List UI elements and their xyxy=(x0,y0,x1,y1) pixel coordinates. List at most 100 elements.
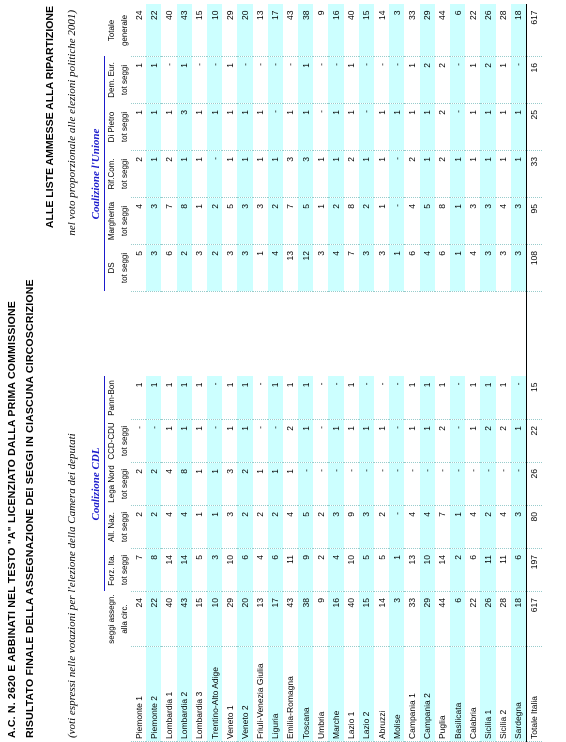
seat-count: 1 xyxy=(374,197,390,245)
seat-count: 18 xyxy=(510,4,527,57)
seat-count: 10 xyxy=(419,548,435,592)
seat-count: 2 xyxy=(237,505,253,549)
row-label: Umbria xyxy=(313,646,329,742)
seat-count: 2 xyxy=(480,419,496,463)
seat-count: 1 xyxy=(343,56,359,104)
seat-count: 12 xyxy=(298,244,314,292)
cell xyxy=(88,4,105,56)
seat-count: 1 xyxy=(419,103,435,151)
cell xyxy=(192,291,207,376)
data-row: Lazio 2 15 5 3-1-3 2 1- -15 xyxy=(358,4,374,742)
row-label: Piemonte 1 xyxy=(131,646,147,742)
seat-count: 1 xyxy=(176,419,192,463)
seat-count: 4 xyxy=(419,244,435,292)
seat-count: 2 xyxy=(282,419,299,463)
seat-count: 3 xyxy=(495,244,511,292)
seat-count: 10 xyxy=(206,4,223,57)
seat-count: 1 xyxy=(404,376,420,420)
seat-count: 26 xyxy=(480,4,496,57)
data-row: Lombardia 1 40 14 4 4 1 1 6 7 2 1-40 xyxy=(161,4,177,742)
seat-count: 3 xyxy=(389,591,405,647)
seat-count: 3 xyxy=(237,197,253,245)
group-label: Coalizione l'Unione xyxy=(88,56,105,292)
seat-count: 2 xyxy=(131,150,147,198)
row-label: Friuli-Venezia Giulia xyxy=(252,646,268,742)
seat-count: 22 xyxy=(146,591,162,647)
seat-count: 4 xyxy=(404,505,420,549)
seat-count: - xyxy=(298,462,314,506)
seat-count: 1 xyxy=(328,103,344,151)
seat-count: 3 xyxy=(480,197,496,245)
cell xyxy=(146,291,161,376)
seat-count: - xyxy=(206,419,223,463)
seat-count: 3 xyxy=(176,103,192,151)
seat-count: 13 xyxy=(404,548,420,592)
column-header: tot seggi xyxy=(120,158,129,190)
seat-count: 3 xyxy=(191,244,207,292)
data-row: Lombardia 2 43 14 4 8 1 1 2 8 1 3 1 43 xyxy=(176,4,192,742)
column-header: tot seggi xyxy=(120,205,129,237)
seat-count: 10 xyxy=(206,591,223,647)
data-row: Marche 16 4 3-1-4 2 1 1-16 xyxy=(328,4,344,742)
seat-count: 1 xyxy=(191,197,207,245)
row-label: Lombardia 1 xyxy=(161,646,177,742)
seat-count: 1 xyxy=(389,244,405,292)
seat-count: 3 xyxy=(282,150,299,198)
seat-count: 4 xyxy=(328,548,344,592)
header-row: seggi assegn. Forz. Ita. All. Naz. Lega Nor… xyxy=(105,4,119,741)
seat-count: - xyxy=(510,56,527,104)
seat-count: 44 xyxy=(434,4,450,57)
cell xyxy=(118,376,131,419)
cell xyxy=(237,291,252,376)
seat-count: 1 xyxy=(495,150,511,198)
seat-count: - xyxy=(328,376,344,420)
seat-count: 1 xyxy=(480,376,496,420)
seat-count: 29 xyxy=(222,4,238,57)
data-row: Calabria 22 6 4-1 1 4 3 1 1 1 22 xyxy=(465,4,481,742)
seat-count: 2 xyxy=(480,56,496,104)
seat-count: 1 xyxy=(465,419,481,463)
seat-count: 9 xyxy=(298,548,314,592)
row-label: Abruzzi xyxy=(374,646,390,742)
seat-count: 43 xyxy=(282,591,299,647)
row-label: Lombardia 3 xyxy=(191,646,207,742)
seat-count: - xyxy=(313,56,329,104)
seat-count: 3 xyxy=(222,462,238,506)
column-header: CCD-CDU xyxy=(107,422,116,460)
seat-count: 1 xyxy=(146,150,162,198)
seat-count: 3 xyxy=(298,150,314,198)
seat-count: 3 xyxy=(328,505,344,549)
seat-count: - xyxy=(374,56,390,104)
seat-count: - xyxy=(282,56,299,104)
seat-count: 40 xyxy=(343,4,359,57)
seat-count: 13 xyxy=(282,244,299,292)
seat-count: 1 xyxy=(465,56,481,104)
seat-count: - xyxy=(389,150,405,198)
seat-count: 617 xyxy=(526,4,543,57)
seat-count: 1 xyxy=(510,419,527,463)
seat-count: 1 xyxy=(282,462,299,506)
data-row: Piemonte 2 22 8 2 2-1 3 3 1 1 1 22 xyxy=(146,4,162,742)
seat-count: 40 xyxy=(161,591,177,647)
seat-count: 1 xyxy=(449,197,466,245)
column-header: tot seggi xyxy=(120,64,129,96)
seat-count: 1 xyxy=(374,103,390,151)
seat-count: 5 xyxy=(191,548,207,592)
seat-count: 5 xyxy=(298,505,314,549)
column-header: seggi assegn. xyxy=(106,594,116,644)
data-row: Piemonte 1 24 7 2 2-1 5 4 2 1 1 24 xyxy=(131,4,147,742)
seat-count: 1 xyxy=(449,244,466,292)
column-header: tot seggi xyxy=(120,554,129,586)
data-row: Toscana 38 9 5-1 1 12 5 3 1 1 38 xyxy=(298,4,314,742)
seat-count: 6 xyxy=(449,591,466,647)
seat-count: 1 xyxy=(480,103,496,151)
seat-count: 197 xyxy=(526,548,543,592)
seat-count: 28 xyxy=(495,4,511,57)
seat-count: 4 xyxy=(176,505,192,549)
seat-count: 1 xyxy=(237,103,253,151)
seat-count: 4 xyxy=(419,505,435,549)
seat-count: 3 xyxy=(313,244,329,292)
cell xyxy=(253,291,268,376)
column-header: tot seggi xyxy=(120,468,129,500)
cell xyxy=(435,291,450,376)
